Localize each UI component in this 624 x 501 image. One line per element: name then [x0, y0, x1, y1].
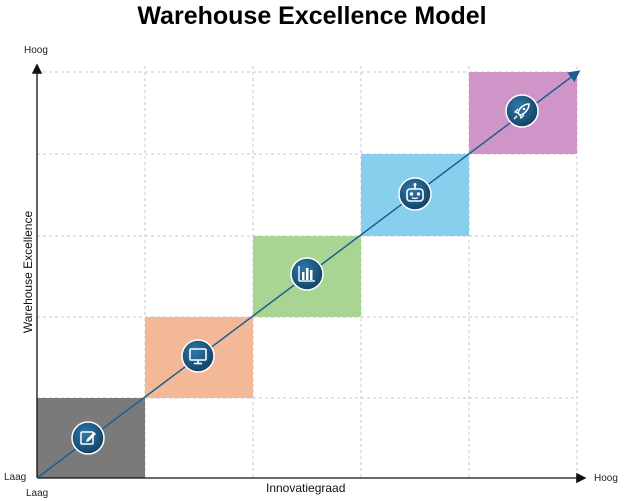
bar-chart-icon [290, 257, 324, 291]
edit-icon [71, 421, 105, 455]
y-axis-low-label: Laag [4, 472, 27, 483]
x-axis-label: Innovatiegraad [266, 481, 346, 495]
x-axis-low-label: Laag [26, 488, 49, 499]
page-title: Warehouse Excellence Model [137, 2, 487, 30]
x-axis-high-label: Hoog [594, 473, 618, 484]
rocket-icon [505, 94, 539, 128]
monitor-icon [181, 339, 215, 373]
y-axis-high-label: Hoog [24, 45, 48, 56]
robot-icon [398, 177, 432, 211]
